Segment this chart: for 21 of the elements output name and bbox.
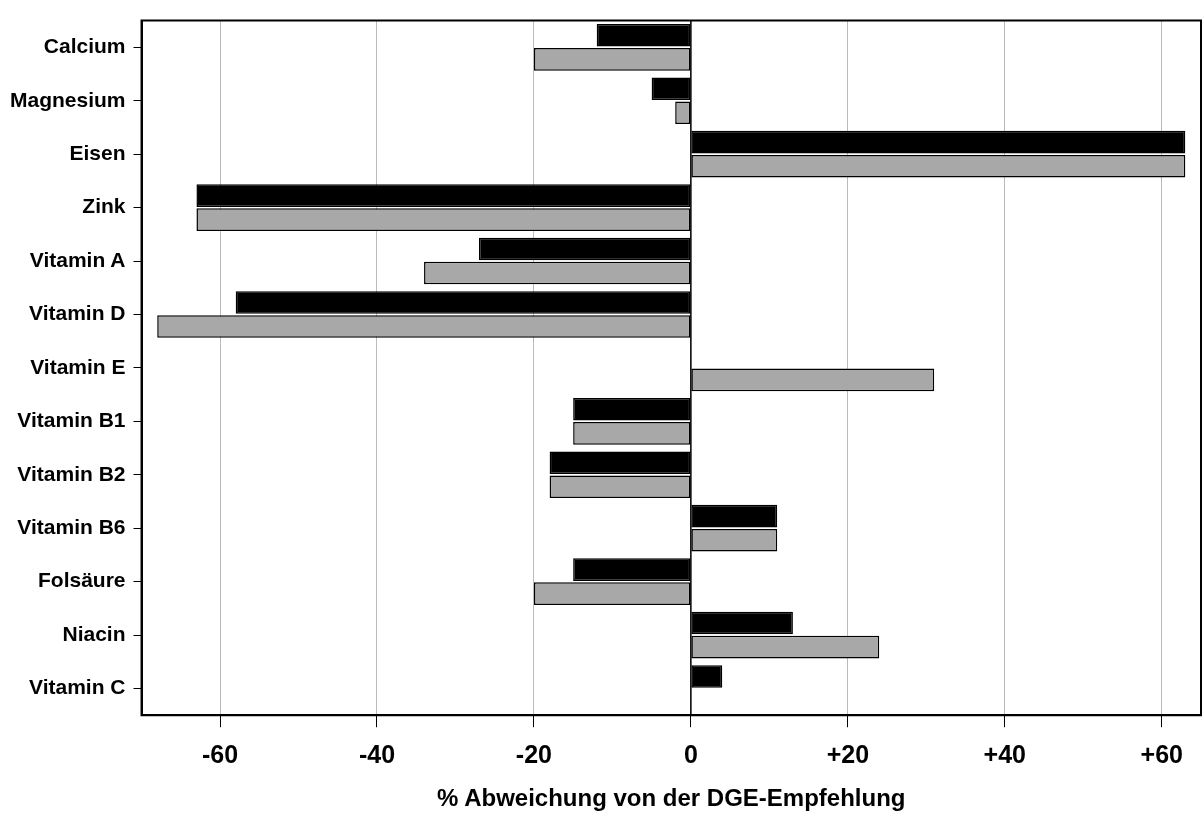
x-tick-label: -60 xyxy=(201,740,239,769)
y-tick-label: Calcium xyxy=(43,34,126,58)
x-tick-label: -40 xyxy=(358,740,396,769)
y-tick-label: Niacin xyxy=(62,621,126,645)
x-tick-label: 0 xyxy=(683,740,698,769)
y-tick-label: Folsäure xyxy=(37,568,126,592)
y-tick-label: Vitamin D xyxy=(29,301,126,325)
y-tick-label: Vitamin B2 xyxy=(17,461,126,485)
x-tick-label: +60 xyxy=(1140,740,1183,769)
y-tick-label: Zink xyxy=(82,194,126,218)
x-tick-label: -20 xyxy=(515,740,552,769)
y-tick-label: Magnesium xyxy=(9,87,126,111)
x-tick-label: +40 xyxy=(983,740,1027,769)
y-tick-label: Vitamin B6 xyxy=(17,514,126,538)
x-tick-label: +20 xyxy=(826,740,870,769)
y-tick-label: Vitamin C xyxy=(29,675,126,699)
y-tick-label: Eisen xyxy=(69,140,126,164)
y-tick-label: Vitamin E xyxy=(30,354,126,378)
y-tick-label: Vitamin A xyxy=(29,247,126,271)
x-axis-title: % Abweichung von der DGE-Empfehlung xyxy=(437,784,906,812)
y-tick-label: Vitamin B1 xyxy=(17,408,126,432)
